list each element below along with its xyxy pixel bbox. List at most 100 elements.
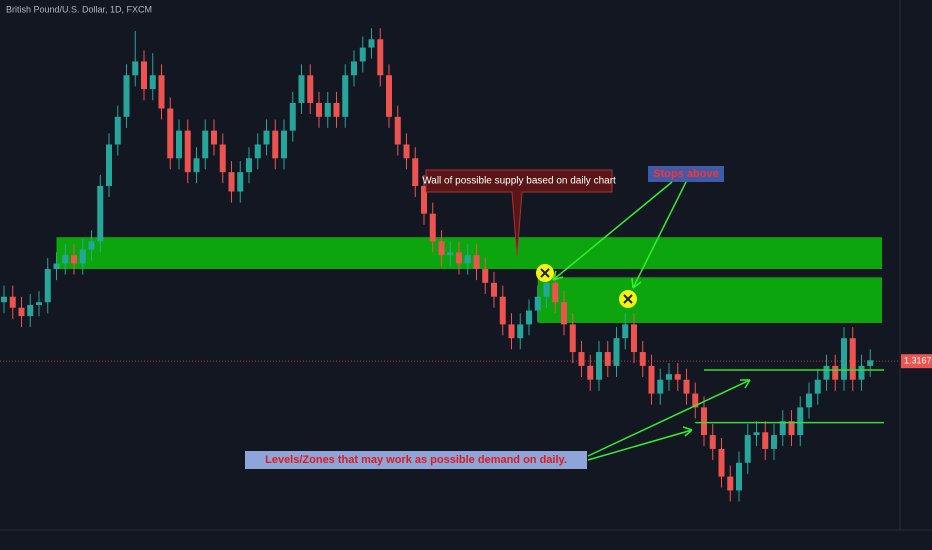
candle-body — [771, 435, 777, 449]
label-box — [245, 451, 587, 469]
candle-body — [709, 435, 716, 449]
candle-body — [263, 130, 270, 145]
candle-body — [176, 130, 182, 159]
candle-body — [473, 255, 480, 270]
candle-body — [491, 282, 497, 297]
candle-body — [342, 75, 349, 117]
candle-body — [254, 144, 261, 159]
candle-body — [727, 476, 734, 491]
candle-body — [377, 39, 384, 76]
label-text: Stops above — [653, 168, 718, 180]
candle-body — [88, 241, 95, 250]
marker-x — [540, 268, 550, 278]
arrow — [632, 181, 687, 289]
candle-body — [631, 324, 637, 353]
arrow — [552, 181, 673, 281]
candle-body — [97, 185, 104, 242]
candle-body — [184, 130, 191, 173]
axes: 1.31670 — [901, 354, 932, 369]
overlay — [0, 360, 900, 424]
candle-body — [552, 282, 559, 303]
candle-body — [298, 75, 305, 103]
candle-body — [499, 296, 506, 325]
candle-body — [543, 282, 550, 297]
candle-body — [62, 255, 69, 264]
candle-body — [246, 158, 252, 173]
candle-body — [788, 421, 795, 436]
candle-body — [307, 75, 314, 103]
candle-body — [849, 338, 856, 380]
candle-body — [823, 365, 830, 380]
candle-body — [666, 374, 672, 380]
candle-body — [211, 130, 217, 145]
candle-body — [753, 432, 760, 436]
candle-body — [219, 144, 226, 173]
candle-body — [132, 61, 139, 76]
candle-body — [613, 338, 620, 366]
candle-body — [674, 374, 681, 380]
candle-body — [806, 393, 812, 408]
candle-body — [272, 130, 279, 159]
candle-body — [464, 255, 471, 264]
candle-body — [578, 352, 585, 366]
candle-body — [526, 310, 532, 325]
candle-body — [18, 307, 25, 317]
last-price-tag — [901, 354, 932, 369]
candle-body — [403, 144, 410, 159]
candle-body — [289, 102, 296, 131]
candle-body — [867, 360, 874, 366]
supply-zone — [56, 237, 882, 270]
arrow-head — [682, 426, 693, 437]
candle-body — [237, 172, 244, 192]
candle-body — [158, 75, 165, 109]
candle-body — [394, 116, 401, 145]
candle-body — [359, 47, 366, 62]
candle-body — [9, 296, 16, 308]
candle-body — [1, 296, 7, 303]
candle-body — [106, 144, 112, 186]
candle-body — [368, 39, 375, 48]
candle-body — [193, 158, 200, 173]
candle-body — [622, 324, 629, 339]
candle-body — [421, 185, 427, 214]
marker-x — [623, 294, 633, 304]
candle-body — [79, 249, 86, 264]
candle-body — [351, 61, 357, 76]
arrow — [587, 379, 751, 457]
candle-body — [167, 108, 174, 159]
callout-text: Wall of possible supply based on daily c… — [422, 176, 616, 187]
candle-body — [149, 75, 156, 90]
candle-body — [447, 252, 454, 256]
candle-body — [639, 352, 646, 366]
candle-body — [27, 304, 34, 317]
candle-body — [701, 407, 707, 436]
arrow-head — [552, 270, 564, 281]
candle-body — [429, 213, 436, 242]
candle-body — [202, 130, 209, 159]
candle-body — [858, 365, 865, 380]
candle-body — [744, 435, 751, 463]
candle-body — [779, 421, 786, 436]
candle-body — [324, 102, 331, 117]
candle-body — [841, 338, 847, 380]
candle-body — [44, 269, 51, 303]
callout-box — [425, 169, 613, 257]
candle-body — [683, 379, 690, 394]
candle-body — [648, 365, 655, 394]
candle-body — [561, 302, 567, 325]
candle-body — [386, 75, 392, 117]
candle-body — [534, 296, 541, 311]
candle-body — [456, 252, 462, 264]
candle-body — [657, 379, 664, 394]
candle-body — [333, 102, 340, 117]
arrow — [587, 429, 693, 461]
candle-body — [412, 158, 419, 186]
candles — [1, 28, 874, 502]
candle-body — [141, 61, 147, 90]
zones — [56, 237, 882, 323]
candle-body — [228, 172, 235, 192]
candle-body — [718, 448, 725, 477]
arrow-head — [631, 277, 642, 289]
candle-body — [53, 263, 60, 270]
